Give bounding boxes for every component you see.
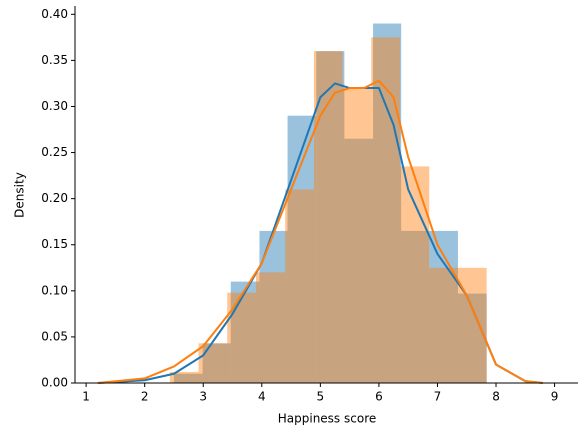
histogram-bar [457, 267, 487, 383]
y-tick-label: 0.15 [41, 237, 68, 251]
histogram-bar [429, 267, 458, 383]
y-tick-label: 0.35 [41, 53, 68, 67]
histogram-bar [399, 166, 430, 383]
x-tick-label: 1 [82, 390, 90, 404]
histogram-bar [316, 51, 345, 383]
x-tick-label: 7 [434, 390, 442, 404]
x-tick-label: 3 [199, 390, 207, 404]
x-tick-label: 4 [258, 390, 266, 404]
y-axis-label: Density [13, 172, 27, 218]
histogram-bar [227, 292, 256, 383]
y-tick-label: 0.20 [41, 191, 68, 205]
x-tick-label: 8 [492, 390, 500, 404]
x-tick-label: 9 [551, 390, 559, 404]
y-tick-label: 0.00 [41, 376, 68, 390]
histogram-bar [230, 281, 260, 383]
y-tick-label: 0.25 [41, 145, 68, 159]
x-tick-label: 2 [141, 390, 149, 404]
y-tick-label: 0.30 [41, 99, 68, 113]
histogram-bar [285, 189, 314, 383]
histogram-bar [344, 138, 374, 383]
histogram-bar [313, 51, 343, 383]
x-axis-label: Happiness score [278, 412, 377, 426]
histogram-bar [401, 230, 430, 383]
histogram-bar [371, 37, 400, 384]
histogram-bar [173, 373, 203, 383]
y-tick-label: 0.40 [41, 7, 68, 21]
histogram-bar [342, 88, 372, 383]
histogram-bar [169, 371, 199, 383]
histogram-bar [255, 272, 286, 383]
x-tick-label: 5 [317, 390, 325, 404]
y-tick-label: 0.05 [41, 329, 68, 343]
kde-line [97, 79, 543, 384]
y-tick-label: 0.10 [41, 283, 68, 297]
x-tick-label: 6 [375, 390, 383, 404]
histogram-bar [373, 23, 402, 383]
histogram-bar [198, 343, 228, 383]
